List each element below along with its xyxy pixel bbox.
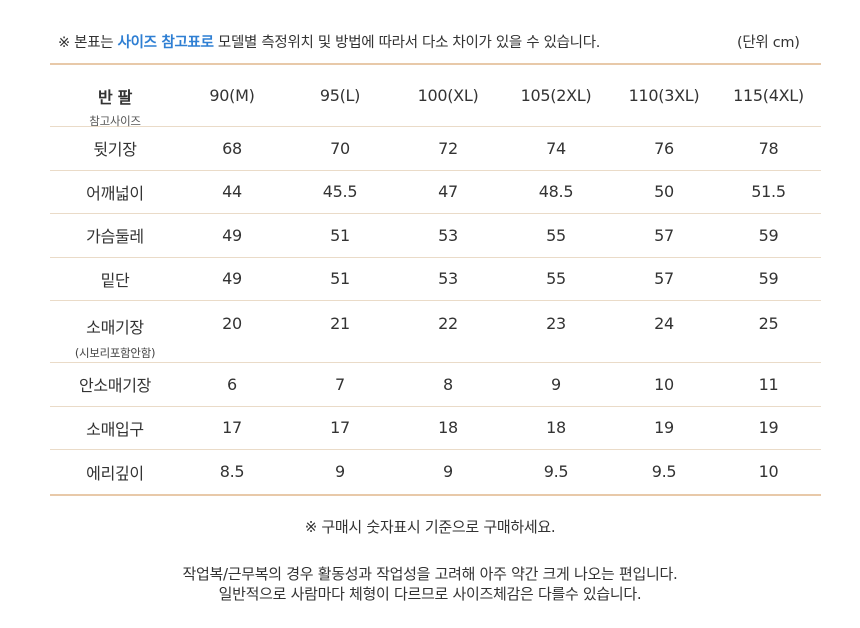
- fit-note-line-1: 작업복/근무복의 경우 활동성과 작업성을 고려해 아주 약간 크게 나오는 편…: [182, 565, 678, 583]
- table-cell: 72: [438, 138, 458, 158]
- table-row: 어깨넓이 44 45.5 47 48.5 50 51.5: [50, 171, 821, 214]
- table-cell: 17: [222, 418, 242, 438]
- table-cell: 10: [654, 374, 674, 394]
- table-cell: 47: [438, 182, 458, 202]
- corner-subtitle: 참고사이즈: [89, 114, 141, 128]
- table-cell: 23: [546, 314, 566, 333]
- table-cell: 59: [758, 269, 779, 289]
- header-note-suffix: 모델별 측정위치 및 방법에 따라서 다소 차이가 있을 수 있습니다.: [213, 35, 601, 51]
- header-note-highlight: 사이즈 참고표로: [117, 35, 214, 51]
- row-label: 뒷기장: [93, 140, 137, 160]
- header: ※ 본표는 사이즈 참고표로 모델별 측정위치 및 방법에 따라서 다소 차이가…: [0, 31, 860, 55]
- table-row: 안소매기장 6 7 8 9 10 11: [50, 363, 821, 407]
- table-cell: 68: [222, 138, 242, 158]
- table-cell: 20: [222, 314, 242, 333]
- table-cell: 17: [330, 418, 350, 438]
- size-header: 105(2XL): [520, 86, 592, 105]
- table-cell: 55: [546, 225, 566, 245]
- table-row: 에리깊이 8.5 9 9 9.5 9.5 10: [50, 450, 821, 494]
- table-cell: 55: [546, 269, 566, 289]
- row-label: 에리깊이: [86, 463, 144, 483]
- table-cell: 70: [330, 138, 350, 158]
- table-cell: 9.5: [651, 462, 677, 482]
- table-cell: 45.5: [322, 182, 358, 202]
- table-header-row: 반 팔 참고사이즈 90(M) 95(L) 100(XL) 105(2XL) 1…: [50, 65, 821, 129]
- table-cell: 24: [654, 314, 674, 333]
- row-label: 어깨넓이: [86, 183, 144, 203]
- table-row: 소매기장 (시보리포함안함) 20 21 22 23 24 25: [50, 301, 821, 363]
- table-row: 소매입구 17 17 18 18 19 19: [50, 407, 821, 450]
- table-cell: 25: [758, 314, 779, 333]
- row-label-cell: 소매기장 (시보리포함안함): [50, 301, 180, 361]
- table-cell: 59: [758, 225, 779, 245]
- row-label: 소매기장: [86, 318, 144, 337]
- table-cell: 18: [546, 418, 566, 438]
- corner-title: 반 팔: [97, 88, 133, 107]
- table-cell: 9: [335, 462, 345, 482]
- table-cell: 18: [438, 418, 458, 438]
- size-table: 반 팔 참고사이즈 90(M) 95(L) 100(XL) 105(2XL) 1…: [50, 63, 821, 496]
- size-header: 100(XL): [417, 86, 479, 105]
- table-cell: 76: [654, 138, 674, 158]
- table-cell: 74: [546, 138, 566, 158]
- table-row: 밑단 49 51 53 55 57 59: [50, 258, 821, 301]
- table-row: 가슴둘레 49 51 53 55 57 59: [50, 214, 821, 258]
- row-label: 밑단: [100, 270, 130, 290]
- table-cell: 10: [758, 462, 779, 482]
- corner-cell: 반 팔 참고사이즈: [50, 65, 180, 129]
- table-cell: 22: [438, 314, 458, 333]
- row-label: 안소매기장: [78, 376, 152, 396]
- table-cell: 8.5: [219, 462, 245, 482]
- table-cell: 8: [443, 374, 453, 394]
- table-cell: 51: [330, 225, 350, 245]
- fit-note-line-2: 일반적으로 사람마다 체형이 다르므로 사이즈체감은 다를수 있습니다.: [218, 585, 642, 603]
- table-cell: 19: [758, 418, 779, 438]
- header-note-prefix: ※ 본표는: [58, 35, 118, 51]
- purchase-note: ※ 구매시 숫자표시 기준으로 구매하세요.: [304, 518, 556, 536]
- table-cell: 9: [551, 374, 561, 394]
- table-cell: 11: [758, 374, 779, 394]
- table-cell: 57: [654, 269, 674, 289]
- row-label: 소매입구: [86, 419, 144, 439]
- header-note: ※ 본표는 사이즈 참고표로 모델별 측정위치 및 방법에 따라서 다소 차이가…: [58, 31, 600, 52]
- table-cell: 50: [654, 182, 674, 202]
- table-cell: 51: [330, 269, 350, 289]
- table-cell: 49: [222, 269, 242, 289]
- unit-label: (단위 cm): [737, 35, 800, 51]
- table-cell: 57: [654, 225, 674, 245]
- table-cell: 9.5: [543, 462, 569, 482]
- table-cell: 9: [443, 462, 453, 482]
- row-label-note: (시보리포함안함): [74, 346, 156, 360]
- size-header: 95(L): [319, 86, 361, 105]
- size-header: 110(3XL): [628, 86, 700, 105]
- size-header: 115(4XL): [733, 86, 804, 105]
- table-cell: 53: [438, 225, 458, 245]
- table-cell: 21: [330, 314, 350, 333]
- size-header: 90(M): [209, 86, 255, 105]
- row-label: 가슴둘레: [86, 227, 144, 247]
- table-cell: 53: [438, 269, 458, 289]
- table-cell: 7: [335, 374, 345, 394]
- table-cell: 51.5: [751, 182, 786, 202]
- table-cell: 49: [222, 225, 242, 245]
- table-cell: 6: [227, 374, 237, 394]
- table-cell: 19: [654, 418, 674, 438]
- table-cell: 48.5: [538, 182, 574, 202]
- table-cell: 44: [222, 182, 242, 202]
- table-row: 뒷기장 68 70 72 74 76 78: [50, 127, 821, 171]
- table-cell: 78: [758, 138, 779, 158]
